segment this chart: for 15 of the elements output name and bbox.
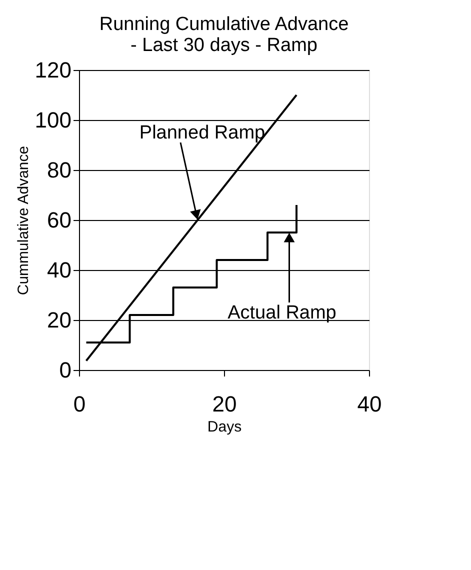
y-tick-label: 80 — [47, 158, 72, 182]
series-label: Actual Ramp — [228, 302, 336, 324]
y-tick-label: 120 — [34, 58, 72, 82]
text: Running Cumulative Advance — [99, 14, 349, 35]
y-tick-label: 40 — [47, 258, 72, 282]
x-tick-label: 20 — [212, 392, 237, 416]
y-tick-label: 20 — [47, 308, 72, 332]
y-axis-title: Cummulative Advance — [14, 146, 32, 296]
x-tick-label: 40 — [357, 392, 382, 416]
y-tick-label: 60 — [47, 208, 72, 232]
y-tick-label: 0 — [59, 358, 72, 382]
text: - Last 30 days - Ramp — [130, 35, 318, 56]
x-axis-title: Days — [207, 418, 242, 436]
y-tick-label: 100 — [34, 108, 72, 132]
series-label: Planned Ramp — [139, 122, 266, 144]
